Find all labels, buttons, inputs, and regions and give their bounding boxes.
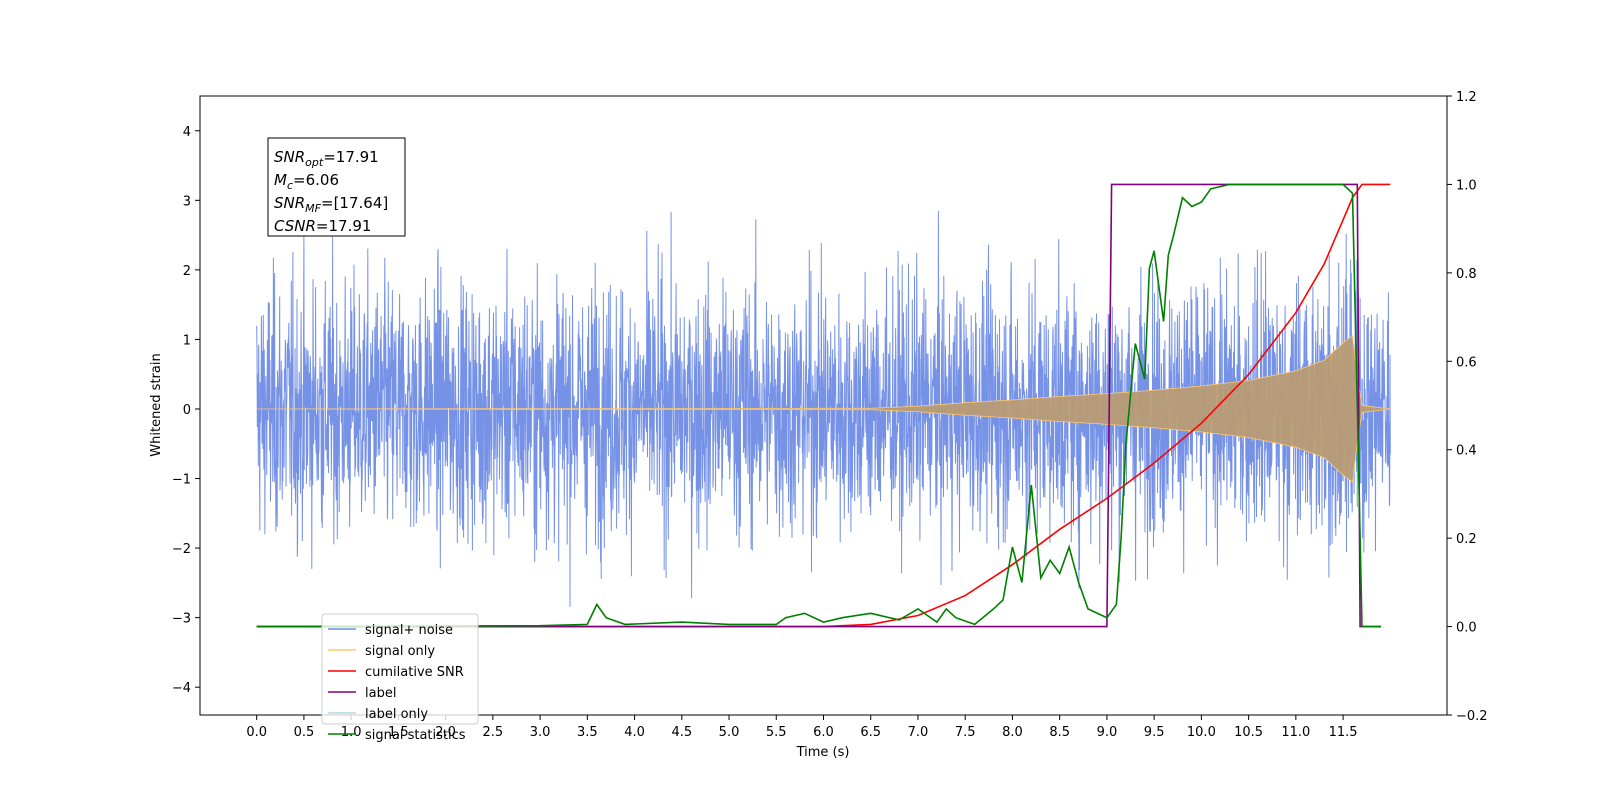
x-tick-label: 6.5 [860, 725, 881, 740]
x-tick-label: 10.0 [1187, 725, 1216, 740]
annotation-line: CSNR=17.91 [274, 217, 371, 235]
right-y-tick-label: 0.6 [1456, 355, 1477, 370]
annotation-line: SNRMF=[17.64] [274, 194, 388, 215]
series-signal-statistics [256, 183, 1381, 628]
legend: signal+ noise signal only cumilative SNR la… [321, 613, 479, 743]
left-y-tick-label: −2 [172, 542, 191, 557]
x-tick-label: 1.5 [388, 725, 409, 740]
x-tick-label: 2.0 [435, 725, 456, 740]
x-tick-label: 8.0 [1002, 725, 1023, 740]
legend-label-signal-noise: signal+ noise [365, 623, 453, 638]
left-y-tick-label: −4 [172, 681, 191, 696]
y-axis-label: Whitened strain [149, 353, 164, 456]
series-signal-only [256, 335, 1391, 483]
x-tick-label: 3.5 [577, 725, 598, 740]
x-tick-label: 1.0 [341, 725, 362, 740]
right-y-tick-label: 0.0 [1456, 621, 1477, 636]
legend-frame [321, 613, 479, 725]
left-y-axis-ticks: −4 −3 −2 −1 0 1 2 3 4 [172, 125, 200, 696]
x-axis-ticks: 0.0 0.5 1.0 1.5 2.0 2.5 3.0 3.5 4.0 4.5 5.0 5.5 6.0 6… [246, 715, 1358, 740]
legend-label-signal-statistics: signal statistics [365, 728, 466, 743]
right-y-tick-label: 0.4 [1456, 444, 1477, 459]
x-tick-label: 5.5 [766, 725, 787, 740]
annotation-line: SNRopt=17.91 [274, 148, 379, 169]
left-y-tick-label: −1 [172, 473, 191, 488]
x-tick-label: 10.5 [1234, 725, 1263, 740]
x-tick-label: 4.0 [624, 725, 645, 740]
x-tick-label: 11.0 [1281, 725, 1310, 740]
x-tick-label: 8.5 [1049, 725, 1070, 740]
legend-label-label: label [365, 686, 396, 701]
x-tick-label: 0.0 [246, 725, 267, 740]
x-tick-label: 3.0 [530, 725, 551, 740]
x-tick-label: 11.5 [1329, 725, 1358, 740]
left-y-tick-label: 3 [183, 194, 191, 209]
legend-label-cumilative-snr: cumilative SNR [365, 665, 464, 680]
x-tick-label: 7.0 [908, 725, 929, 740]
right-y-tick-label: −0.2 [1456, 709, 1488, 724]
x-tick-label: 5.0 [719, 725, 740, 740]
right-y-tick-label: 1.2 [1456, 90, 1477, 105]
legend-label-signal-only: signal only [365, 644, 435, 659]
x-tick-label: 4.5 [671, 725, 692, 740]
annotation-line: Mc=6.06 [274, 171, 339, 192]
left-y-tick-label: 2 [183, 264, 191, 279]
legend-label-label-only: label only [365, 707, 428, 722]
right-y-tick-label: 0.2 [1456, 532, 1477, 547]
left-y-tick-label: 0 [183, 403, 191, 418]
right-y-axis-ticks: −0.2 0.0 0.2 0.4 0.6 0.8 1.0 1.2 [1447, 90, 1488, 724]
x-tick-label: 2.5 [483, 725, 504, 740]
right-y-tick-label: 0.8 [1456, 267, 1477, 282]
x-tick-label: 9.5 [1144, 725, 1165, 740]
annotation-frame [267, 137, 406, 237]
left-y-tick-label: 4 [183, 125, 191, 140]
series-signal-noise [256, 210, 1391, 607]
x-tick-label: 7.5 [955, 725, 976, 740]
x-tick-label: 9.0 [1097, 725, 1118, 740]
left-y-tick-label: 1 [183, 333, 191, 348]
x-tick-label: 0.5 [294, 725, 315, 740]
x-axis-label: Time (s) [796, 745, 850, 760]
x-tick-label: 6.0 [813, 725, 834, 740]
right-y-tick-label: 1.0 [1456, 178, 1477, 193]
series-layer [256, 183, 1391, 628]
left-y-tick-label: −3 [172, 612, 191, 627]
